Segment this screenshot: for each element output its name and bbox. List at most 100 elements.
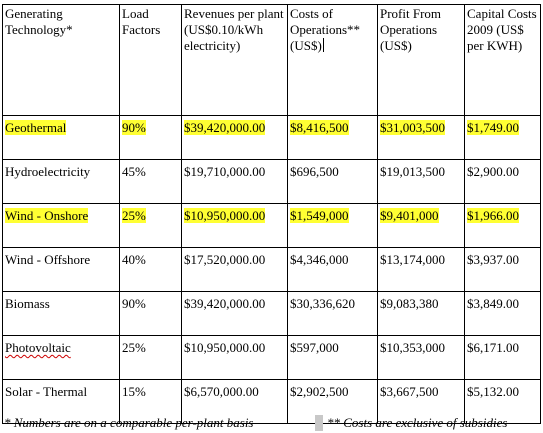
capital-costs-value: $1,749.00 (467, 120, 519, 135)
revenue-value: $10,950,000.00 (184, 208, 266, 223)
footnotes: * Numbers are on a comparable per-plant … (2, 414, 540, 432)
load-factor-value: 90% (122, 296, 146, 311)
costs-value: $8,416,500 (290, 120, 349, 135)
load-factor-value: 45% (122, 164, 146, 179)
table-row: Photovoltaic 25% $10,950,000.00 $597,000… (2, 335, 541, 380)
capital-costs-value: $5,132.00 (467, 384, 519, 399)
cell-costs[interactable]: $2,902,500 (287, 379, 378, 424)
cell-revenue[interactable]: $39,420,000.00 (181, 115, 288, 160)
profit-value: $10,353,000 (380, 340, 445, 355)
cell-capital-costs[interactable]: $1,966.00 (464, 203, 541, 248)
capital-costs-value: $3,937.00 (467, 252, 519, 267)
energy-comparison-table: Generating Technology* Load Factors Reve… (2, 4, 541, 424)
revenue-value: $10,950,000.00 (184, 340, 266, 355)
capital-costs-value: $6,171.00 (467, 340, 519, 355)
header-generating-technology[interactable]: Generating Technology* (2, 4, 120, 116)
technology-label: Hydroelectricity (5, 164, 91, 179)
capital-costs-value: $3,849.00 (467, 296, 519, 311)
table-row: Solar - Thermal 15% $6,570,000.00 $2,902… (2, 379, 541, 424)
cell-profit[interactable]: $9,083,380 (377, 291, 465, 336)
revenue-value: $6,570,000.00 (184, 384, 259, 399)
cell-technology[interactable]: Photovoltaic (2, 335, 120, 380)
table-row: Hydroelectricity 45% $19,710,000.00 $696… (2, 159, 541, 204)
header-costs-text: Costs of Operations** (US$) (290, 6, 361, 53)
table-row: Wind - Onshore 25% $10,950,000.00 $1,549… (2, 203, 541, 248)
load-factor-value: 40% (122, 252, 146, 267)
costs-value: $597,000 (290, 340, 339, 355)
costs-value: $4,346,000 (290, 252, 349, 267)
table-row: Wind - Offshore 40% $17,520,000.00 $4,34… (2, 247, 541, 292)
cell-capital-costs[interactable]: $6,171.00 (464, 335, 541, 380)
cell-revenue[interactable]: $39,420,000.00 (181, 291, 288, 336)
technology-label: Photovoltaic (5, 340, 71, 355)
footnote-per-plant-basis: * Numbers are on a comparable per-plant … (4, 415, 254, 430)
cell-technology[interactable]: Geothermal (2, 115, 120, 160)
cell-technology[interactable]: Wind - Offshore (2, 247, 120, 292)
cell-profit[interactable]: $10,353,000 (377, 335, 465, 380)
footnote-separator (315, 415, 323, 431)
technology-label: Geothermal (5, 120, 67, 135)
cell-load-factor[interactable]: 40% (119, 247, 182, 292)
load-factor-value: 25% (122, 340, 146, 355)
header-load-factors[interactable]: Load Factors (119, 4, 182, 116)
cell-profit[interactable]: $13,174,000 (377, 247, 465, 292)
cell-technology[interactable]: Hydroelectricity (2, 159, 120, 204)
text-cursor (322, 38, 324, 52)
cell-revenue[interactable]: $10,950,000.00 (181, 335, 288, 380)
header-profit-from-operations[interactable]: Profit From Operations (US$) (377, 4, 465, 116)
cell-profit[interactable]: $31,003,500 (377, 115, 465, 160)
header-row: Generating Technology* Load Factors Reve… (2, 4, 541, 116)
capital-costs-value: $2,900.00 (467, 164, 519, 179)
technology-label: Wind - Offshore (5, 252, 91, 267)
profit-value: $3,667,500 (380, 384, 439, 399)
header-revenues-per-plant[interactable]: Revenues per plant (US$0.10/kWh electric… (181, 4, 288, 116)
cell-revenue[interactable]: $10,950,000.00 (181, 203, 288, 248)
table-row: Geothermal 90% $39,420,000.00 $8,416,500… (2, 115, 541, 160)
profit-value: $9,083,380 (380, 296, 439, 311)
revenue-value: $39,420,000.00 (184, 296, 266, 311)
cell-costs[interactable]: $4,346,000 (287, 247, 378, 292)
cell-load-factor[interactable]: 15% (119, 379, 182, 424)
profit-value: $31,003,500 (380, 120, 445, 135)
cell-technology[interactable]: Biomass (2, 291, 120, 336)
costs-value: $696,500 (290, 164, 339, 179)
revenue-value: $17,520,000.00 (184, 252, 266, 267)
technology-label: Solar - Thermal (5, 384, 88, 399)
revenue-value: $39,420,000.00 (184, 120, 266, 135)
cell-load-factor[interactable]: 90% (119, 115, 182, 160)
cell-technology[interactable]: Wind - Onshore (2, 203, 120, 248)
cell-capital-costs[interactable]: $2,900.00 (464, 159, 541, 204)
profit-value: $9,401,000 (380, 208, 439, 223)
technology-label: Biomass (5, 296, 50, 311)
cell-capital-costs[interactable]: $3,937.00 (464, 247, 541, 292)
load-factor-value: 25% (122, 208, 146, 223)
revenue-value: $19,710,000.00 (184, 164, 266, 179)
cell-costs[interactable]: $8,416,500 (287, 115, 378, 160)
cell-capital-costs[interactable]: $5,132.00 (464, 379, 541, 424)
header-capital-costs[interactable]: Capital Costs 2009 (US$ per KWH) (464, 4, 541, 116)
table-row: Biomass 90% $39,420,000.00 $30,336,620 $… (2, 291, 541, 336)
cell-costs[interactable]: $30,336,620 (287, 291, 378, 336)
capital-costs-value: $1,966.00 (467, 208, 519, 223)
load-factor-value: 15% (122, 384, 146, 399)
cell-revenue[interactable]: $19,710,000.00 (181, 159, 288, 204)
costs-value: $2,902,500 (290, 384, 349, 399)
cell-load-factor[interactable]: 45% (119, 159, 182, 204)
header-costs-of-operations[interactable]: Costs of Operations** (US$) (287, 4, 378, 116)
profit-value: $13,174,000 (380, 252, 445, 267)
cell-costs[interactable]: $1,549,000 (287, 203, 378, 248)
cell-load-factor[interactable]: 25% (119, 335, 182, 380)
cell-technology[interactable]: Solar - Thermal (2, 379, 120, 424)
cell-costs[interactable]: $696,500 (287, 159, 378, 204)
technology-label: Wind - Onshore (5, 208, 89, 223)
costs-value: $1,549,000 (290, 208, 349, 223)
cell-load-factor[interactable]: 25% (119, 203, 182, 248)
cell-profit[interactable]: $19,013,500 (377, 159, 465, 204)
cell-load-factor[interactable]: 90% (119, 291, 182, 336)
profit-value: $19,013,500 (380, 164, 445, 179)
cell-capital-costs[interactable]: $3,849.00 (464, 291, 541, 336)
cell-profit[interactable]: $9,401,000 (377, 203, 465, 248)
cell-capital-costs[interactable]: $1,749.00 (464, 115, 541, 160)
cell-costs[interactable]: $597,000 (287, 335, 378, 380)
cell-revenue[interactable]: $17,520,000.00 (181, 247, 288, 292)
